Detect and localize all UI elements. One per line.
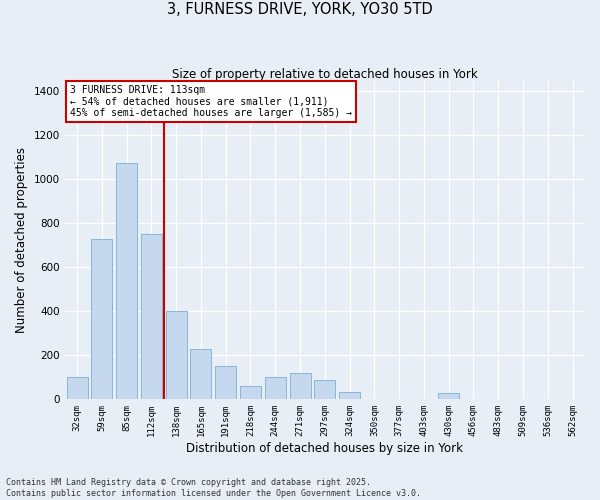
Bar xyxy=(215,366,236,400)
Title: Size of property relative to detached houses in York: Size of property relative to detached ho… xyxy=(172,68,478,80)
Text: Contains HM Land Registry data © Crown copyright and database right 2025.
Contai: Contains HM Land Registry data © Crown c… xyxy=(6,478,421,498)
Bar xyxy=(141,234,162,400)
Bar xyxy=(265,378,286,400)
Bar xyxy=(67,378,88,400)
Text: 3 FURNESS DRIVE: 113sqm
← 54% of detached houses are smaller (1,911)
45% of semi: 3 FURNESS DRIVE: 113sqm ← 54% of detache… xyxy=(70,86,352,118)
Bar xyxy=(190,349,211,400)
Bar xyxy=(314,380,335,400)
X-axis label: Distribution of detached houses by size in York: Distribution of detached houses by size … xyxy=(187,442,463,455)
Bar xyxy=(240,386,261,400)
Text: 3, FURNESS DRIVE, YORK, YO30 5TD: 3, FURNESS DRIVE, YORK, YO30 5TD xyxy=(167,2,433,18)
Bar xyxy=(116,163,137,400)
Bar xyxy=(91,239,112,400)
Y-axis label: Number of detached properties: Number of detached properties xyxy=(15,147,28,333)
Bar xyxy=(438,392,459,400)
Bar xyxy=(339,392,360,400)
Bar xyxy=(166,312,187,400)
Bar xyxy=(290,373,311,400)
